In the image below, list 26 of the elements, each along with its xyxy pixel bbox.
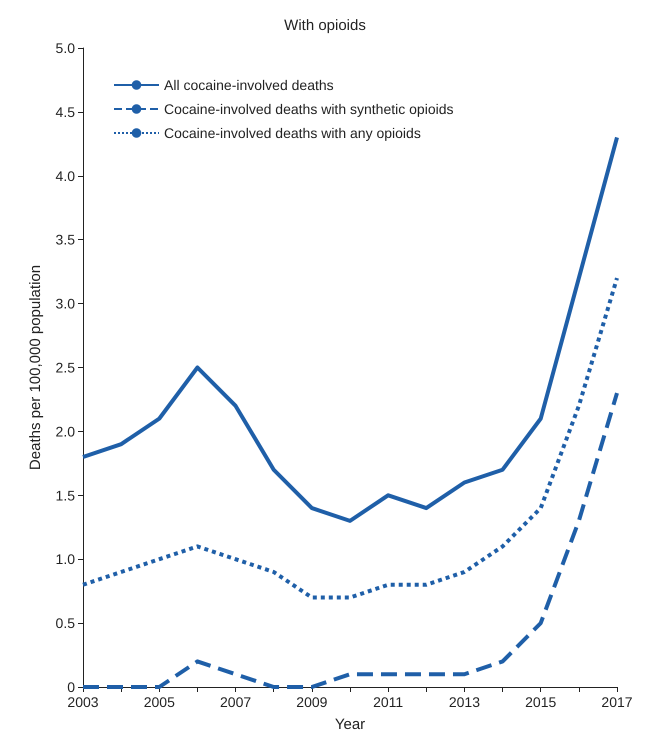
x-tick-label: 2005	[144, 694, 176, 710]
y-tick-label: 4.0	[56, 168, 76, 184]
line-series	[81, 276, 619, 600]
x-tick-label: 2015	[525, 694, 556, 710]
chart-title: With opioids	[284, 17, 366, 34]
y-tick-label: 2.5	[56, 360, 76, 376]
y-tick-label: 5.0	[56, 40, 76, 56]
x-tick-label: 2013	[448, 694, 480, 710]
x-tick-label: 2007	[220, 694, 252, 710]
y-tick-label: 0	[67, 679, 76, 695]
y-axis-title: Deaths per 100,000 population	[27, 264, 44, 470]
y-tick-label: 3.5	[56, 232, 76, 248]
y-tick-label: 1.0	[56, 551, 76, 568]
y-tick-label: 3.0	[56, 296, 76, 312]
x-tick-label: 2009	[296, 694, 328, 710]
x-tick-label: 2017	[601, 694, 633, 710]
y-tick-label: 1.5	[56, 487, 76, 504]
legend-label: Cocaine-involved deaths with any opioids	[164, 125, 421, 141]
legend-label: Cocaine-involved deaths with synthetic opioids	[164, 101, 454, 117]
x-axis-title: Year	[334, 716, 366, 733]
x-tick-label: 2003	[67, 694, 99, 710]
y-tick-label: 4.5	[56, 104, 76, 120]
y-tick-label: 0.5	[56, 615, 76, 632]
legend-label: All cocaine-involved deaths	[164, 77, 334, 93]
x-tick-label: 2011	[373, 694, 404, 710]
y-tick-label: 2.0	[56, 423, 76, 440]
